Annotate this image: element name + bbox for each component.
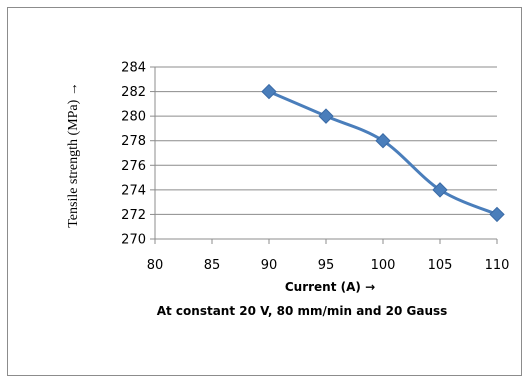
- x-tick-label: 105: [428, 258, 453, 273]
- y-tick-label: 276: [121, 159, 146, 174]
- data-point-marker: [318, 108, 334, 124]
- x-tick-label: 100: [371, 258, 396, 273]
- axes: [150, 66, 498, 244]
- y-tick-label: 270: [121, 233, 146, 248]
- y-axis-label: Tensile strength (MPa) →: [66, 82, 81, 228]
- series-line: [268, 90, 498, 216]
- y-tick-label: 272: [121, 208, 146, 223]
- y-tick-labels: 270 272 274 276 278 280 282 284: [121, 61, 146, 248]
- data-point-marker: [489, 206, 505, 223]
- y-tick-label: 274: [121, 183, 146, 198]
- y-tick-label: 284: [121, 61, 146, 76]
- y-tick-label: 278: [121, 134, 146, 149]
- series-group: [261, 83, 505, 223]
- x-tick-label: 95: [318, 258, 335, 273]
- y-tick-label: 282: [121, 85, 146, 100]
- x-tick-label: 80: [147, 258, 164, 273]
- chart-annotation: At constant 20 V, 80 mm/min and 20 Gauss: [157, 304, 448, 318]
- x-tick-label: 85: [204, 258, 221, 273]
- data-point-marker: [375, 133, 391, 149]
- data-point-marker: [432, 182, 448, 198]
- y-tick-label: 280: [121, 110, 146, 125]
- data-point-marker: [261, 83, 277, 100]
- x-tick-label: 90: [261, 258, 278, 273]
- x-tick-label: 110: [485, 258, 510, 273]
- x-tick-labels: 80 85 90 95 100 105 110: [147, 258, 510, 273]
- x-axis-label: Current (A) →: [285, 280, 375, 294]
